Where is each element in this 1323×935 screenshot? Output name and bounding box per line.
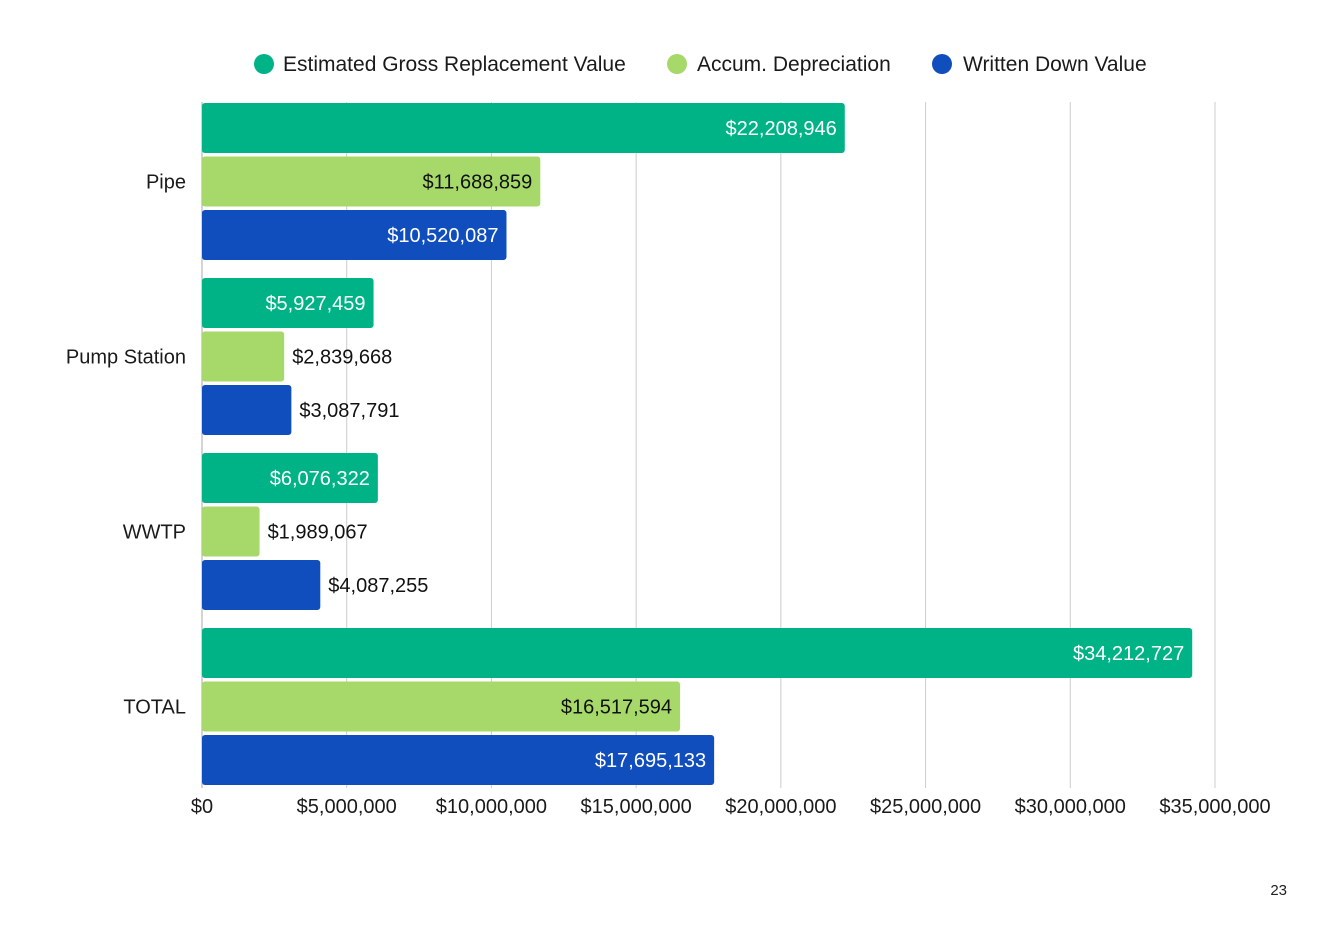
bar-accum-depreciation (202, 681, 681, 732)
x-tick-label: $10,000,000 (436, 796, 547, 818)
x-tick-label: $30,000,000 (1015, 796, 1126, 818)
bar-written-down-value (202, 735, 715, 785)
category-label: WWTP (123, 522, 186, 544)
bar-accum-depreciation (202, 506, 260, 557)
x-tick-label: $25,000,000 (870, 796, 981, 818)
x-tick-label: $0 (191, 796, 213, 818)
x-tick-label: $5,000,000 (297, 796, 397, 818)
data-label: $16,517,594 (561, 697, 672, 719)
bar-estimated-gross-replacement-value (202, 103, 845, 153)
x-tick-label: $15,000,000 (581, 796, 692, 818)
data-label: $17,695,133 (595, 750, 706, 772)
legend-marker (932, 54, 952, 74)
category-label: TOTAL (123, 697, 186, 719)
data-label: $34,212,727 (1073, 643, 1184, 665)
bar-written-down-value (202, 210, 507, 260)
x-tick-label: $20,000,000 (725, 796, 836, 818)
bar-estimated-gross-replacement-value (202, 628, 1193, 678)
category-label: Pump Station (66, 347, 186, 369)
bar-estimated-gross-replacement-value (202, 453, 378, 503)
x-tick-label: $35,000,000 (1159, 796, 1270, 818)
data-label: $3,087,791 (299, 400, 399, 422)
category-label: Pipe (146, 172, 186, 194)
bar-estimated-gross-replacement-value (202, 278, 374, 328)
data-label: $22,208,946 (726, 118, 837, 140)
legend-marker (667, 54, 687, 74)
legend-label: Written Down Value (963, 53, 1147, 76)
data-label: $10,520,087 (387, 225, 498, 247)
legend-marker (254, 54, 274, 74)
bar-written-down-value (202, 385, 292, 435)
data-label: $1,989,067 (268, 522, 368, 544)
data-label: $11,688,859 (423, 172, 533, 194)
page-number: 23 (1270, 882, 1287, 899)
legend-label: Estimated Gross Replacement Value (283, 53, 626, 76)
legend-label: Accum. Depreciation (697, 53, 891, 76)
bar-written-down-value (202, 560, 321, 610)
data-label: $4,087,255 (328, 575, 428, 597)
data-label: $6,076,322 (270, 468, 370, 490)
bar-accum-depreciation (202, 156, 541, 207)
data-label: $2,839,668 (292, 347, 392, 369)
data-label: $5,927,459 (265, 293, 365, 315)
bar-accum-depreciation (202, 331, 285, 382)
